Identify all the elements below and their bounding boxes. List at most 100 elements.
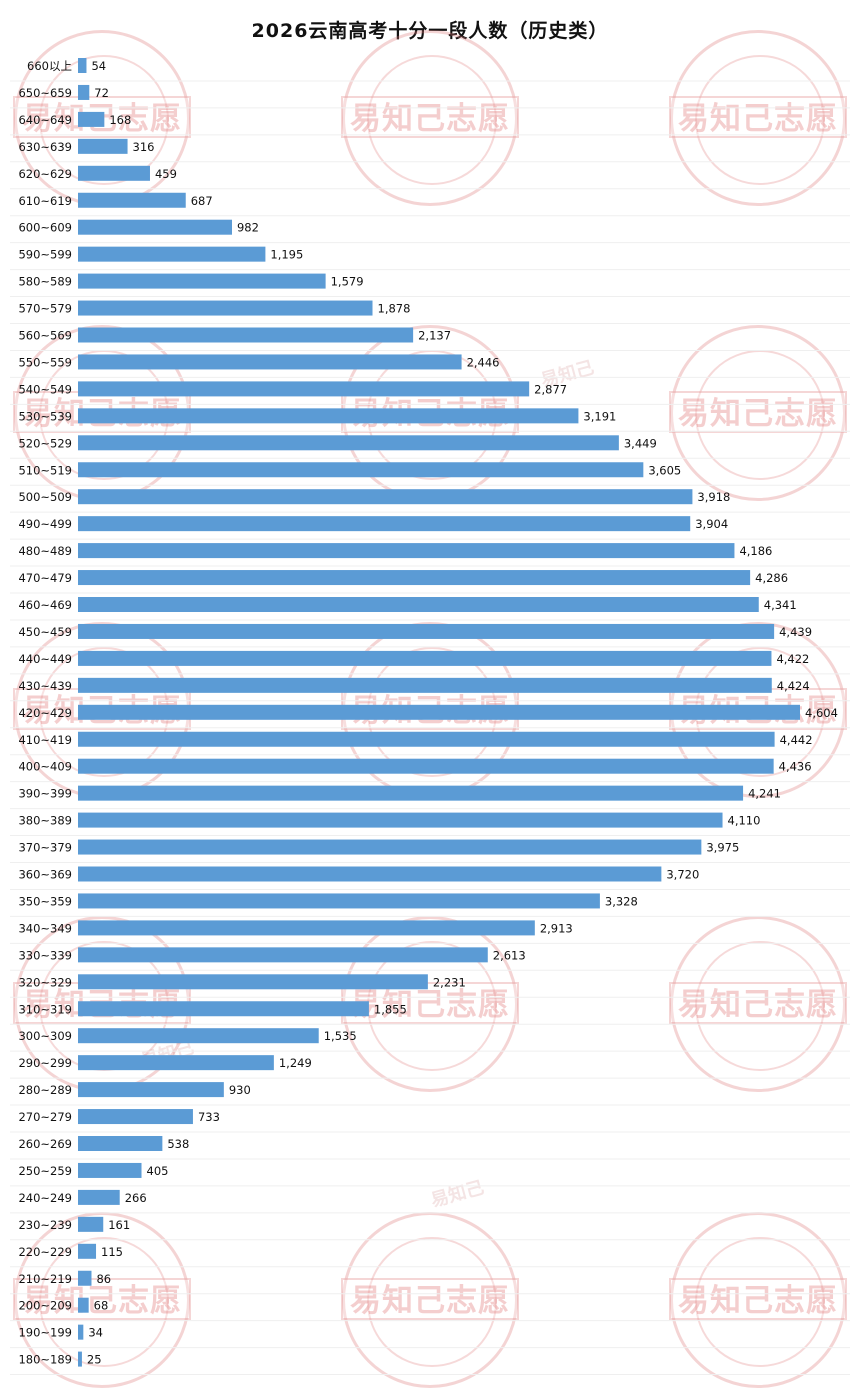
bar <box>78 623 775 639</box>
value-label: 2,877 <box>534 382 567 396</box>
bar <box>78 597 759 612</box>
category-label: 420~429 <box>18 706 72 720</box>
value-label: 3,918 <box>697 490 730 504</box>
category-label: 210~219 <box>18 1272 72 1286</box>
value-label: 3,449 <box>624 436 657 450</box>
value-label: 4,422 <box>776 652 809 666</box>
category-label: 390~399 <box>18 787 72 801</box>
bar <box>78 1189 120 1205</box>
bar <box>78 219 232 235</box>
category-label: 520~529 <box>18 436 72 450</box>
category-label: 270~279 <box>18 1110 72 1124</box>
bar <box>78 1001 369 1017</box>
value-label: 316 <box>133 140 155 154</box>
value-label: 1,249 <box>279 1056 312 1070</box>
bar <box>78 1028 319 1044</box>
value-label: 3,975 <box>706 841 739 855</box>
category-label: 580~589 <box>18 275 72 289</box>
value-label: 4,241 <box>748 787 781 801</box>
value-label: 4,110 <box>728 814 761 828</box>
bar <box>78 974 428 990</box>
value-label: 161 <box>108 1218 130 1232</box>
bar <box>78 273 326 289</box>
category-label: 490~499 <box>18 517 72 531</box>
value-label: 930 <box>229 1083 251 1097</box>
category-label: 410~419 <box>18 733 72 747</box>
value-label: 1,855 <box>374 1002 407 1016</box>
category-label: 640~649 <box>18 113 72 127</box>
bar <box>78 408 579 424</box>
bar <box>78 1297 89 1313</box>
bar <box>78 893 600 909</box>
category-label: 200~209 <box>18 1299 72 1313</box>
category-label: 560~569 <box>18 329 72 343</box>
category-label: 480~489 <box>18 544 72 558</box>
category-label: 460~469 <box>18 598 72 612</box>
bar <box>78 543 735 559</box>
bar <box>78 489 693 505</box>
category-label: 180~189 <box>18 1353 72 1367</box>
category-label: 220~229 <box>18 1245 72 1259</box>
bar <box>78 785 744 801</box>
category-label: 550~559 <box>18 355 72 369</box>
value-label: 3,605 <box>648 463 681 477</box>
category-label: 230~239 <box>18 1218 72 1232</box>
value-label: 4,286 <box>755 571 788 585</box>
category-label: 320~329 <box>18 975 72 989</box>
category-label: 570~579 <box>18 302 72 316</box>
bar <box>78 111 105 127</box>
category-label: 500~509 <box>18 490 72 504</box>
bar <box>78 246 266 262</box>
value-label: 115 <box>101 1245 123 1259</box>
value-label: 2,613 <box>493 948 526 962</box>
value-label: 54 <box>91 59 106 73</box>
category-label: 450~459 <box>18 625 72 639</box>
bar <box>78 462 644 478</box>
value-label: 4,341 <box>764 598 797 612</box>
category-label: 590~599 <box>18 248 72 262</box>
bar <box>78 1109 193 1125</box>
bar <box>78 165 150 181</box>
category-label: 610~619 <box>18 194 72 208</box>
bar <box>78 327 414 343</box>
bar <box>78 1082 224 1098</box>
value-label: 2,231 <box>433 975 466 989</box>
bar <box>78 138 128 154</box>
category-label: 510~519 <box>18 463 72 477</box>
category-label: 540~549 <box>18 382 72 396</box>
category-label: 470~479 <box>18 571 72 585</box>
category-label: 400~409 <box>18 760 72 774</box>
category-label: 440~449 <box>18 652 72 666</box>
category-label: 620~629 <box>18 167 72 181</box>
bar <box>78 354 462 370</box>
value-label: 1,535 <box>324 1029 357 1043</box>
category-label: 310~319 <box>18 1002 72 1016</box>
bar <box>78 84 90 100</box>
category-label: 190~199 <box>18 1326 72 1340</box>
category-label: 340~349 <box>18 921 72 935</box>
bar <box>78 704 800 720</box>
bar <box>78 58 87 73</box>
bar <box>78 1136 163 1151</box>
category-label: 240~249 <box>18 1191 72 1205</box>
category-label: 330~339 <box>18 948 72 962</box>
value-label: 687 <box>191 194 213 208</box>
bar <box>78 650 772 666</box>
value-label: 3,191 <box>583 409 616 423</box>
bar <box>78 758 774 774</box>
value-label: 733 <box>198 1110 220 1124</box>
bar <box>78 570 751 586</box>
value-label: 1,195 <box>270 248 303 262</box>
value-label: 86 <box>96 1272 111 1286</box>
value-label: 405 <box>147 1164 169 1178</box>
value-label: 68 <box>94 1299 109 1313</box>
value-label: 459 <box>155 167 177 181</box>
value-label: 4,186 <box>739 544 772 558</box>
category-label: 290~299 <box>18 1056 72 1070</box>
value-label: 4,442 <box>780 733 813 747</box>
bar <box>78 947 488 963</box>
bar <box>78 300 373 316</box>
value-label: 25 <box>87 1353 102 1367</box>
category-label: 660以上 <box>27 59 72 73</box>
